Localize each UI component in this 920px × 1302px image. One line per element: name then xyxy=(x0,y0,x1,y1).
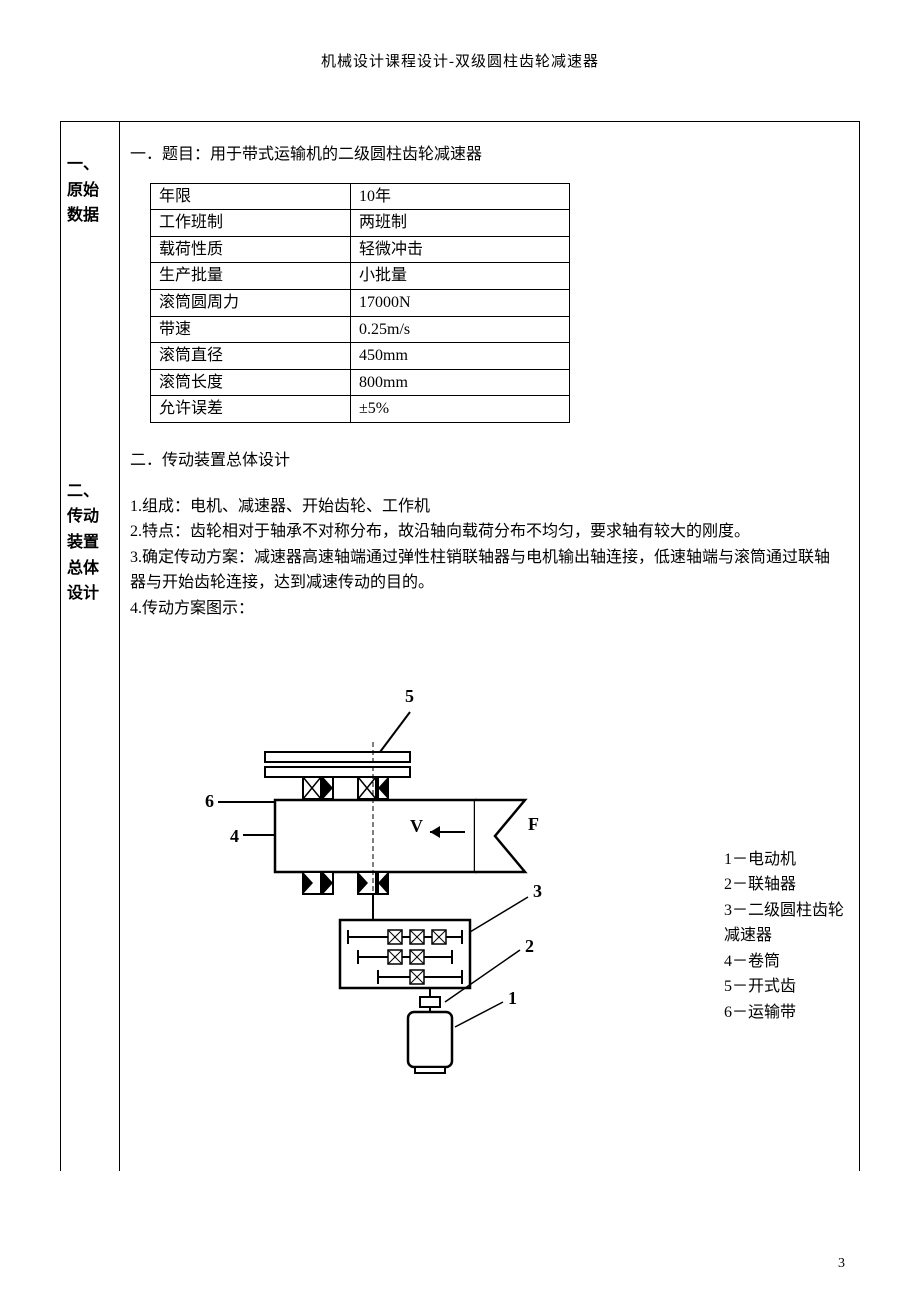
belt-end xyxy=(475,800,525,872)
table-cell: 800mm xyxy=(351,369,570,396)
table-row: 滚筒直径450mm xyxy=(151,343,570,370)
table-cell: 带速 xyxy=(151,316,351,343)
motor xyxy=(408,1012,452,1067)
table-cell: 450mm xyxy=(351,343,570,370)
table-row: 滚筒圆周力17000N xyxy=(151,289,570,316)
coupling xyxy=(420,997,440,1007)
title-1: 一．题目：用于带式运输机的二级圆柱齿轮减速器 xyxy=(130,142,844,168)
table-cell: 轻微冲击 xyxy=(351,236,570,263)
legend-item: 1－电动机 xyxy=(724,847,854,873)
legend-item: 4－卷筒 xyxy=(724,949,854,975)
table-cell: 小批量 xyxy=(351,263,570,290)
content-wrapper: 一、原始数据 二、传动装置总体设计 一．题目：用于带式运输机的二级圆柱齿轮减速器… xyxy=(60,121,860,1171)
diagram-legend: 1－电动机2－联轴器3－二级圆柱齿轮减速器4－卷筒5－开式齿6－运输带 xyxy=(724,847,854,1026)
label-V: V xyxy=(410,816,423,836)
paragraphs: 1.组成：电机、减速器、开始齿轮、工作机2.特点：齿轮相对于轴承不对称分布，故沿… xyxy=(130,494,844,622)
label-1: 1 xyxy=(508,988,517,1008)
leader-5 xyxy=(380,712,410,752)
doc-header: 机械设计课程设计-双级圆柱齿轮减速器 xyxy=(60,50,860,71)
table-cell: 两班制 xyxy=(351,210,570,237)
sidebar-section-2: 二、传动装置总体设计 xyxy=(67,479,113,607)
label-2: 2 xyxy=(525,936,534,956)
table-cell: ±5% xyxy=(351,396,570,423)
leader-3 xyxy=(470,897,528,932)
parameters-table: 年限10年工作班制两班制载荷性质轻微冲击生产批量小批量滚筒圆周力17000N带速… xyxy=(150,183,570,423)
table-row: 年限10年 xyxy=(151,183,570,210)
table-cell: 允许误差 xyxy=(151,396,351,423)
motor-base xyxy=(415,1067,445,1073)
paragraph: 1.组成：电机、减速器、开始齿轮、工作机 xyxy=(130,494,844,520)
legend-item: 6－运输带 xyxy=(724,1000,854,1026)
title-2: 二．传动装置总体设计 xyxy=(130,448,844,474)
table-row: 生产批量小批量 xyxy=(151,263,570,290)
table-cell: 载荷性质 xyxy=(151,236,351,263)
legend-item: 3－二级圆柱齿轮减速器 xyxy=(724,898,854,949)
label-5: 5 xyxy=(405,686,414,706)
table-cell: 滚筒圆周力 xyxy=(151,289,351,316)
paragraph: 4.传动方案图示： xyxy=(130,596,844,622)
table-cell: 滚筒直径 xyxy=(151,343,351,370)
label-3: 3 xyxy=(533,881,542,901)
table-cell: 10年 xyxy=(351,183,570,210)
label-6: 6 xyxy=(205,791,214,811)
diagram-container: 5 6 4 xyxy=(130,672,844,1092)
table-cell: 年限 xyxy=(151,183,351,210)
gear-top-left xyxy=(265,752,410,762)
paragraph: 3.确定传动方案：减速器高速轴端通过弹性柱销联轴器与电机输出轴连接，低速轴端与滚… xyxy=(130,545,844,596)
sidebar-section-1: 一、原始数据 xyxy=(67,152,113,229)
label-F: F xyxy=(528,814,539,834)
legend-item: 5－开式齿 xyxy=(724,974,854,1000)
table-row: 载荷性质轻微冲击 xyxy=(151,236,570,263)
main-content: 一．题目：用于带式运输机的二级圆柱齿轮减速器 年限10年工作班制两班制载荷性质轻… xyxy=(120,122,860,1171)
sidebar: 一、原始数据 二、传动装置总体设计 xyxy=(60,122,120,1171)
table-row: 工作班制两班制 xyxy=(151,210,570,237)
table-row: 允许误差±5% xyxy=(151,396,570,423)
page-number: 3 xyxy=(838,1256,845,1272)
table-cell: 0.25m/s xyxy=(351,316,570,343)
table-cell: 生产批量 xyxy=(151,263,351,290)
drum xyxy=(275,800,475,872)
table-row: 滚筒长度800mm xyxy=(151,369,570,396)
gear-top-left2 xyxy=(265,767,410,777)
paragraph: 2.特点：齿轮相对于轴承不对称分布，故沿轴向载荷分布不均匀，要求轴有较大的刚度。 xyxy=(130,519,844,545)
table-cell: 工作班制 xyxy=(151,210,351,237)
table-row: 带速0.25m/s xyxy=(151,316,570,343)
table-cell: 滚筒长度 xyxy=(151,369,351,396)
label-4: 4 xyxy=(230,826,239,846)
legend-item: 2－联轴器 xyxy=(724,872,854,898)
transmission-diagram: 5 6 4 xyxy=(130,672,660,1092)
table-cell: 17000N xyxy=(351,289,570,316)
leader-1 xyxy=(455,1002,503,1027)
